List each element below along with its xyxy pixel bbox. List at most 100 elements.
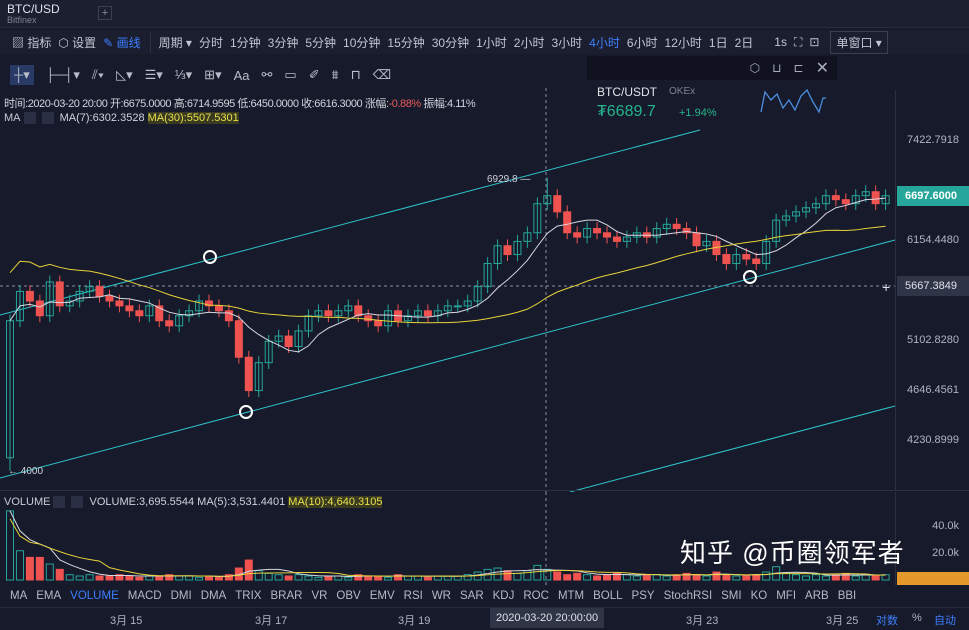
log-scale-button[interactable]: 对数 bbox=[876, 615, 898, 627]
indicator-tab-roc[interactable]: ROC bbox=[523, 590, 549, 602]
indicator-tab-macd[interactable]: MACD bbox=[127, 590, 162, 602]
angle-icon[interactable]: ◺▾ bbox=[116, 67, 133, 82]
indicator-tab-sar[interactable]: SAR bbox=[459, 590, 484, 602]
candle bbox=[702, 240, 711, 247]
crosshair-price-tag: 5667.3849 bbox=[897, 276, 969, 296]
volume-bar bbox=[45, 563, 54, 581]
candle bbox=[234, 320, 243, 358]
volume-settings-icon[interactable] bbox=[53, 496, 66, 509]
interval-4[interactable]: 10分钟 bbox=[343, 35, 381, 50]
indicator-tab-psy[interactable]: PSY bbox=[631, 590, 655, 602]
pattern-icon[interactable]: ⚯ bbox=[261, 67, 273, 82]
interval-12[interactable]: 12小时 bbox=[664, 35, 702, 50]
indicator-tab-mtm[interactable]: MTM bbox=[557, 590, 585, 602]
interval-5[interactable]: 15分钟 bbox=[387, 35, 425, 50]
indicator-tab-mfi[interactable]: MFI bbox=[776, 590, 797, 602]
indicator-tab-obv[interactable]: OBV bbox=[336, 590, 361, 602]
ruler-icon[interactable]: ▭ bbox=[284, 67, 297, 82]
interval-14[interactable]: 2日 bbox=[734, 35, 754, 50]
interval-7[interactable]: 1小时 bbox=[476, 35, 507, 50]
pin-icon[interactable]: ⊔ bbox=[772, 61, 782, 75]
crosshair-icon[interactable]: ┼▾ bbox=[10, 65, 34, 85]
volume-bar bbox=[364, 575, 373, 581]
layout-dropdown[interactable]: 单窗口 ▾ bbox=[830, 30, 888, 54]
indicator-tab-wr[interactable]: WR bbox=[431, 590, 451, 602]
indicator-tab-bbi[interactable]: BBI bbox=[837, 590, 857, 602]
new-window-icon[interactable]: ⊡ bbox=[809, 35, 820, 49]
indicator-tab-ema[interactable]: EMA bbox=[36, 590, 62, 602]
volume-bar bbox=[573, 572, 582, 581]
candle bbox=[871, 191, 880, 205]
minimize-icon[interactable]: ⊏ bbox=[793, 61, 804, 75]
interval-13[interactable]: 1日 bbox=[708, 35, 728, 50]
interval-11[interactable]: 6小时 bbox=[626, 35, 658, 50]
fib-levels-icon[interactable]: ☰▾ bbox=[144, 67, 163, 82]
ma-settings-icon[interactable] bbox=[23, 112, 36, 125]
interval-6[interactable]: 30分钟 bbox=[431, 35, 470, 50]
indicator-tab-arb[interactable]: ARB bbox=[805, 590, 829, 602]
settings-button[interactable]: ⬡ 设置 bbox=[58, 35, 97, 50]
refresh-rate[interactable]: 1s bbox=[774, 35, 787, 49]
indicator-tab-dma[interactable]: DMA bbox=[200, 590, 227, 602]
volume-bar bbox=[314, 576, 323, 581]
indicator-tab-ma[interactable]: MA bbox=[10, 590, 28, 602]
volume-bar bbox=[752, 574, 761, 581]
candle bbox=[135, 310, 144, 317]
parallel-lines-icon[interactable]: ⫽▾ bbox=[91, 67, 105, 82]
candle bbox=[205, 300, 213, 307]
wave-icon[interactable]: ⅓▾ bbox=[174, 67, 193, 82]
grid-icon[interactable]: ⩩ bbox=[331, 67, 339, 82]
trash-icon[interactable]: ⌫ bbox=[372, 67, 392, 82]
indicator-tab-rsi[interactable]: RSI bbox=[403, 590, 423, 602]
period-dropdown[interactable]: 周期 ▾ bbox=[158, 35, 192, 50]
indicator-tab-ko[interactable]: KO bbox=[750, 590, 768, 602]
price-axis[interactable]: 7422.7918 6154.4480 5102.8280 4646.4561 4230… bbox=[882, 90, 969, 490]
sparkline bbox=[760, 88, 826, 114]
indicator-tab-boll[interactable]: BOLL bbox=[593, 590, 623, 602]
candle bbox=[45, 281, 54, 317]
indicator-tab-emv[interactable]: EMV bbox=[369, 590, 395, 602]
horizontal-ray-icon[interactable]: ├─┤▾ bbox=[45, 67, 80, 82]
trend-line bbox=[0, 129, 701, 316]
price-label: 6154.4480 bbox=[907, 233, 959, 246]
auto-button[interactable]: 自动 bbox=[934, 615, 956, 627]
add-alert-button[interactable]: + bbox=[882, 279, 891, 295]
volume-bar bbox=[593, 575, 602, 581]
ticker-widget[interactable]: ⬡ ⊔ ⊏ ✕ BTC/USDT OKEx ₮6689.7 +1.94% bbox=[587, 56, 837, 128]
price-chart[interactable]: 6929.8 — ← 4000 bbox=[0, 88, 895, 492]
percent-button[interactable]: % bbox=[912, 612, 922, 624]
time-label: 3月 17 bbox=[255, 615, 288, 627]
interval-8[interactable]: 2小时 bbox=[513, 35, 545, 50]
indicators-button[interactable]: ▨ 指标 bbox=[12, 35, 52, 50]
interval-1[interactable]: 1分钟 bbox=[229, 35, 261, 50]
interval-0[interactable]: 分时 bbox=[198, 35, 223, 50]
indicator-tab-trix[interactable]: TRIX bbox=[235, 590, 262, 602]
interval-9[interactable]: 3小时 bbox=[551, 35, 583, 50]
lock-icon[interactable]: ⊓ bbox=[350, 67, 361, 82]
interval-3[interactable]: 5分钟 bbox=[305, 35, 337, 50]
ma-close-icon[interactable] bbox=[41, 112, 54, 125]
rect-plus-icon[interactable]: ⊞▾ bbox=[204, 67, 222, 82]
fullscreen-icon[interactable]: ⛶ bbox=[793, 34, 803, 49]
interval-10[interactable]: 4小时 bbox=[589, 35, 620, 50]
indicator-tab-brar[interactable]: BRAR bbox=[270, 590, 303, 602]
interval-2[interactable]: 3分钟 bbox=[267, 35, 299, 50]
indicator-tab-volume[interactable]: VOLUME bbox=[70, 590, 119, 602]
close-icon[interactable]: ✕ bbox=[815, 60, 829, 77]
add-tab-button[interactable]: + bbox=[98, 6, 112, 20]
indicator-tab-kdj[interactable]: KDJ bbox=[492, 590, 515, 602]
volume-chart[interactable] bbox=[0, 492, 895, 585]
symbol-title[interactable]: BTC/USD bbox=[7, 2, 60, 16]
indicator-tab-smi[interactable]: SMI bbox=[721, 590, 742, 602]
draw-button[interactable]: ✎ 画线 bbox=[103, 35, 141, 50]
text-icon[interactable]: Aa bbox=[233, 67, 250, 83]
divider bbox=[149, 32, 151, 52]
settings-icon[interactable]: ⬡ bbox=[749, 61, 761, 75]
candle bbox=[533, 203, 542, 234]
indicator-tab-stochrsi[interactable]: StochRSI bbox=[663, 590, 713, 602]
volume-close-icon[interactable] bbox=[71, 496, 84, 509]
indicator-tab-vr[interactable]: VR bbox=[311, 590, 328, 602]
exchange-name: Bitfinex bbox=[7, 15, 37, 25]
indicator-tab-dmi[interactable]: DMI bbox=[170, 590, 192, 602]
pencil-icon[interactable]: ✐ bbox=[308, 67, 320, 82]
